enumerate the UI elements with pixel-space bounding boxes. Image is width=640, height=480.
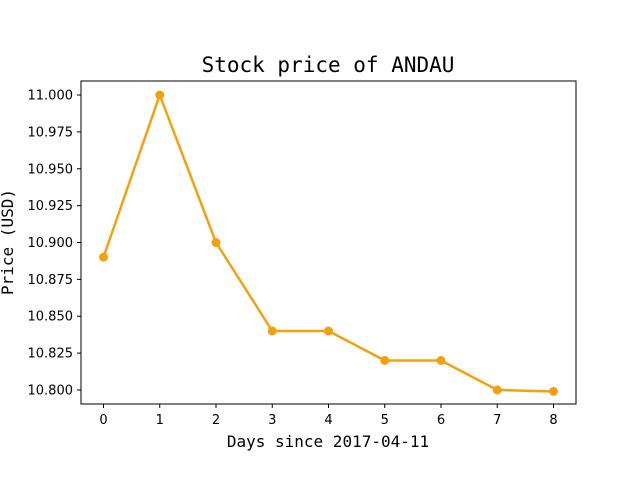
- x-tick-label: 6: [437, 413, 445, 428]
- y-tick-label: 10.975: [28, 125, 74, 140]
- data-point: [324, 326, 333, 336]
- x-tick-label: 2: [212, 413, 220, 428]
- x-tick-label: 0: [99, 413, 107, 428]
- y-tick-label: 10.875: [28, 273, 74, 288]
- x-tick-label: 8: [549, 413, 557, 428]
- y-tick-label: 10.900: [28, 236, 74, 251]
- chart-title: Stock price of ANDAU: [202, 53, 455, 77]
- x-tick-label: 7: [493, 413, 501, 428]
- data-point: [380, 355, 390, 365]
- data-point: [155, 90, 165, 100]
- y-axis-label: Price (USD): [0, 189, 17, 295]
- data-point: [267, 326, 277, 336]
- data-point: [211, 238, 221, 247]
- y-tick-label: 10.850: [28, 310, 74, 325]
- data-point: [436, 355, 446, 365]
- y-tick-label: 10.825: [28, 347, 74, 362]
- y-tick-label: 10.800: [28, 383, 74, 398]
- data-point: [549, 386, 558, 396]
- y-tick-label: 10.950: [28, 162, 74, 177]
- x-tick-label: 5: [381, 413, 389, 428]
- x-axis-label: Days since 2017-04-11: [227, 432, 429, 451]
- data-point: [492, 385, 502, 395]
- y-tick-label: 11.000: [28, 89, 74, 104]
- data-point: [99, 252, 108, 262]
- y-tick-label: 10.925: [28, 199, 74, 214]
- x-tick-label: 4: [324, 413, 332, 428]
- x-tick-label: 1: [156, 413, 164, 428]
- x-tick-label: 3: [268, 413, 276, 428]
